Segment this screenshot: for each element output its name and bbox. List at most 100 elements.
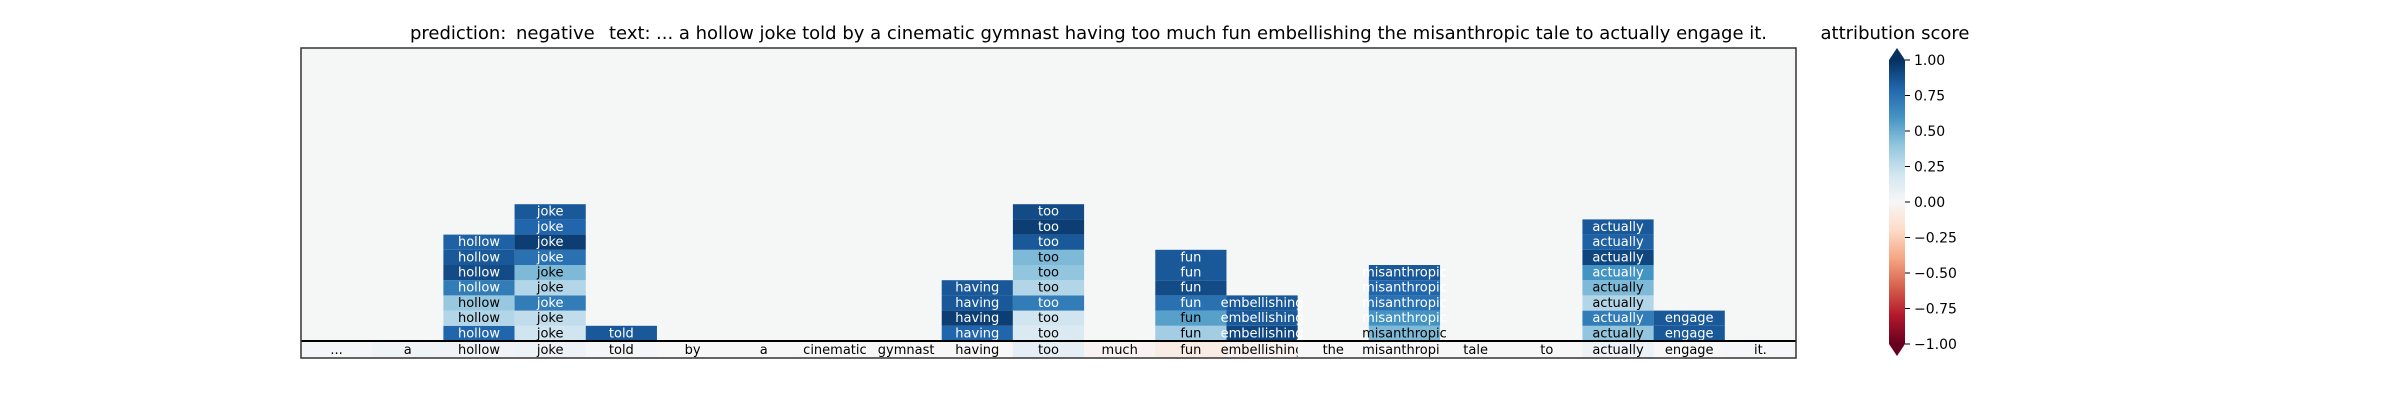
attribution-cell-label: misanthropic: [1362, 266, 1447, 281]
attribution-cell-label: joke: [536, 235, 564, 250]
attribution-cell-label: too: [1038, 311, 1059, 326]
attribution-cell-label: fun: [1180, 311, 1201, 326]
attribution-cell-label: hollow: [458, 250, 500, 265]
token-cell: [1582, 341, 1654, 358]
attribution-cell-label: too: [1038, 220, 1059, 235]
attribution-cell: [1582, 234, 1654, 250]
attribution-cell-label: hollow: [458, 235, 500, 250]
attribution-cell: [1012, 204, 1085, 220]
token-cell: [1440, 341, 1512, 358]
token-cell: [941, 341, 1013, 358]
token-label: tale: [1463, 343, 1488, 358]
token-label: the: [1323, 343, 1344, 358]
attribution-cell: [1012, 219, 1085, 235]
attribution-cell: [1155, 310, 1227, 326]
colorbar-tick-label: −0.75: [1914, 302, 1957, 318]
attribution-cell-label: too: [1038, 205, 1059, 220]
attribution-cell-label: too: [1038, 281, 1059, 296]
attribution-cell: [1368, 310, 1441, 326]
plot-frame: [300, 47, 1797, 359]
attribution-cell: [941, 280, 1013, 296]
attribution-cell: [1582, 249, 1654, 265]
colorbar-tick-label: 0.25: [1914, 160, 1945, 176]
attribution-cell: [1226, 310, 1298, 326]
attribution-cell: [443, 265, 515, 281]
attribution-cell-label: misanthropic: [1362, 311, 1447, 326]
token-label: ...: [330, 343, 342, 358]
attribution-cell: [443, 234, 515, 250]
attribution-cell-label: having: [955, 296, 999, 311]
token-label: cinematic: [803, 343, 866, 358]
attribution-cell: [514, 280, 586, 296]
token-cell: [1084, 341, 1156, 358]
attribution-cell: [1155, 295, 1227, 311]
attribution-cell-label: having: [955, 281, 999, 296]
token-label: by: [685, 343, 701, 358]
colorbar-min-arrow: [1889, 344, 1905, 356]
attribution-cell: [1012, 249, 1085, 265]
attribution-cell: [1368, 265, 1441, 281]
attribution-cell: [514, 234, 586, 250]
attribution-cell: [514, 219, 586, 235]
colorbar-title: attribution score: [1821, 23, 1970, 44]
attribution-cell-label: fun: [1180, 326, 1201, 341]
attribution-cell: [514, 325, 586, 341]
attribution-cell-label: engage: [1665, 311, 1714, 326]
token-cell: [372, 341, 444, 358]
attribution-cell-label: joke: [536, 220, 564, 235]
attribution-cell: [514, 310, 586, 326]
token-label: embellishing: [1221, 343, 1304, 358]
attribution-cell: [514, 249, 586, 265]
token-cell: [656, 341, 729, 358]
attribution-cell: [1012, 265, 1085, 281]
attribution-cell-label: engage: [1665, 326, 1714, 341]
colorbar-tick-label: −0.25: [1914, 231, 1957, 247]
colorbar-tick-label: 0.50: [1914, 124, 1945, 140]
attribution-cell-label: fun: [1180, 281, 1201, 296]
colorbar-tick-label: 0.75: [1914, 89, 1945, 105]
attribution-cell-label: fun: [1180, 250, 1201, 265]
attribution-cell: [514, 295, 586, 311]
colorbar-tick-label: −1.00: [1914, 337, 1957, 353]
attribution-cell: [1012, 325, 1085, 341]
attribution-cell: [443, 325, 515, 341]
token-label: joke: [536, 343, 564, 358]
attribution-cell-label: embellishing: [1221, 296, 1304, 311]
attribution-cell-label: too: [1038, 250, 1059, 265]
attribution-cell-label: actually: [1592, 296, 1644, 311]
attribution-cell-label: actually: [1592, 311, 1644, 326]
token-cell: [1012, 341, 1085, 358]
attribution-cell: [1368, 280, 1441, 296]
token-cell: [514, 341, 586, 358]
token-cell: [1653, 341, 1725, 358]
token-label: it.: [1754, 343, 1767, 358]
token-label: told: [609, 343, 634, 358]
attribution-cell: [1368, 295, 1441, 311]
token-cell: [870, 341, 942, 358]
attribution-cell: [1012, 280, 1085, 296]
attribution-cell: [1582, 325, 1654, 341]
attribution-cell: [1582, 219, 1654, 235]
prediction-label: prediction:: [410, 23, 506, 44]
attribution-cell-label: joke: [536, 281, 564, 296]
token-cell: [1368, 341, 1441, 358]
attribution-cell: [585, 325, 657, 341]
token-label: a: [760, 343, 768, 358]
attribution-cell-label: hollow: [458, 266, 500, 281]
token-label: much: [1102, 343, 1138, 358]
token-label: fun: [1180, 343, 1201, 358]
attribution-cell-label: actually: [1592, 220, 1644, 235]
token-label: too: [1038, 343, 1059, 358]
attribution-cell: [1012, 295, 1085, 311]
attribution-cell: [1155, 249, 1227, 265]
token-label: misanthropic: [1362, 343, 1447, 358]
prediction-value: negative: [516, 23, 595, 44]
attribution-cell-label: embellishing: [1221, 311, 1304, 326]
text-value: ... a hollow joke told by a cinematic gy…: [656, 23, 1767, 44]
attribution-cell: [941, 310, 1013, 326]
attribution-cell-label: having: [955, 326, 999, 341]
colorbar-max-arrow: [1889, 48, 1905, 60]
attribution-cell-label: embellishing: [1221, 326, 1304, 341]
colorbar-tick-label: −0.50: [1914, 266, 1957, 282]
